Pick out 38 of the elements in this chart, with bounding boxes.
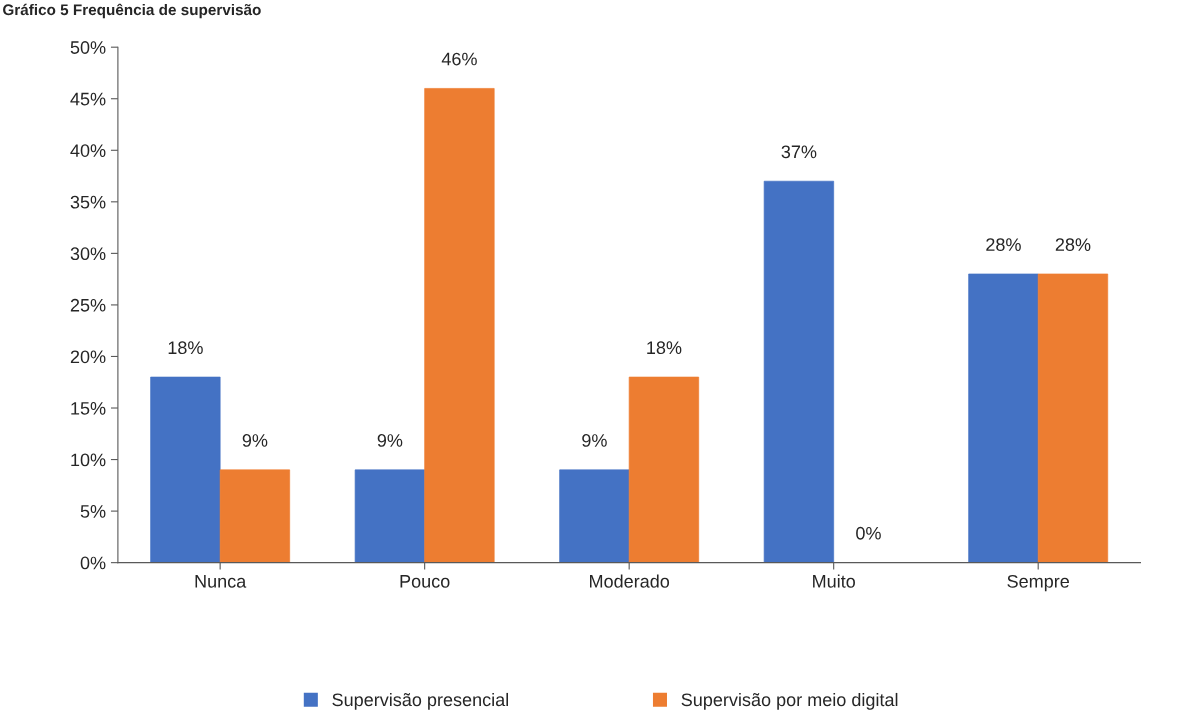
data-label: 9% <box>242 434 268 447</box>
y-tick-label: 20% <box>70 350 106 364</box>
bar <box>219 469 291 563</box>
data-label: 9% <box>377 434 403 447</box>
y-tick-label: 30% <box>70 247 106 261</box>
data-label: 18% <box>647 341 682 355</box>
x-tick-label: Muito <box>813 574 855 588</box>
data-label: 37% <box>781 145 817 159</box>
bar <box>763 180 835 563</box>
y-tick-label: 5% <box>80 505 106 518</box>
data-label: 18% <box>168 341 203 355</box>
legend-label: Supervisão por meio digital <box>681 692 898 710</box>
x-tick-label: Pouco <box>400 575 450 588</box>
y-tick-label: 10% <box>71 453 106 467</box>
bar <box>628 376 700 563</box>
y-tick-label: 25% <box>70 298 106 312</box>
bar <box>1037 273 1109 563</box>
bar <box>150 376 221 563</box>
data-label: 46% <box>441 52 477 66</box>
y-tick-label: 40% <box>70 144 106 157</box>
x-tick-label: Nunca <box>195 575 247 588</box>
y-tick-label: 0% <box>80 556 106 570</box>
y-tick-label: 35% <box>70 195 106 209</box>
legend-label: Supervisão presencial <box>332 692 509 710</box>
x-tick-label: Moderado <box>590 574 670 588</box>
data-label: 9% <box>582 434 607 447</box>
chart-title: Gráfico 5 Frequência de supervisão <box>3 3 261 19</box>
data-label: 28% <box>986 238 1021 251</box>
data-label: 0% <box>856 526 881 540</box>
bar <box>968 273 1039 563</box>
y-tick-label: 45% <box>70 92 106 106</box>
data-label: 28% <box>1055 238 1091 251</box>
y-tick-label: 15% <box>71 402 106 415</box>
bar <box>559 469 630 563</box>
y-tick-label: 50% <box>70 41 106 54</box>
bar <box>424 88 495 563</box>
bar <box>354 469 426 563</box>
x-tick-label: Sempre <box>1007 574 1069 592</box>
